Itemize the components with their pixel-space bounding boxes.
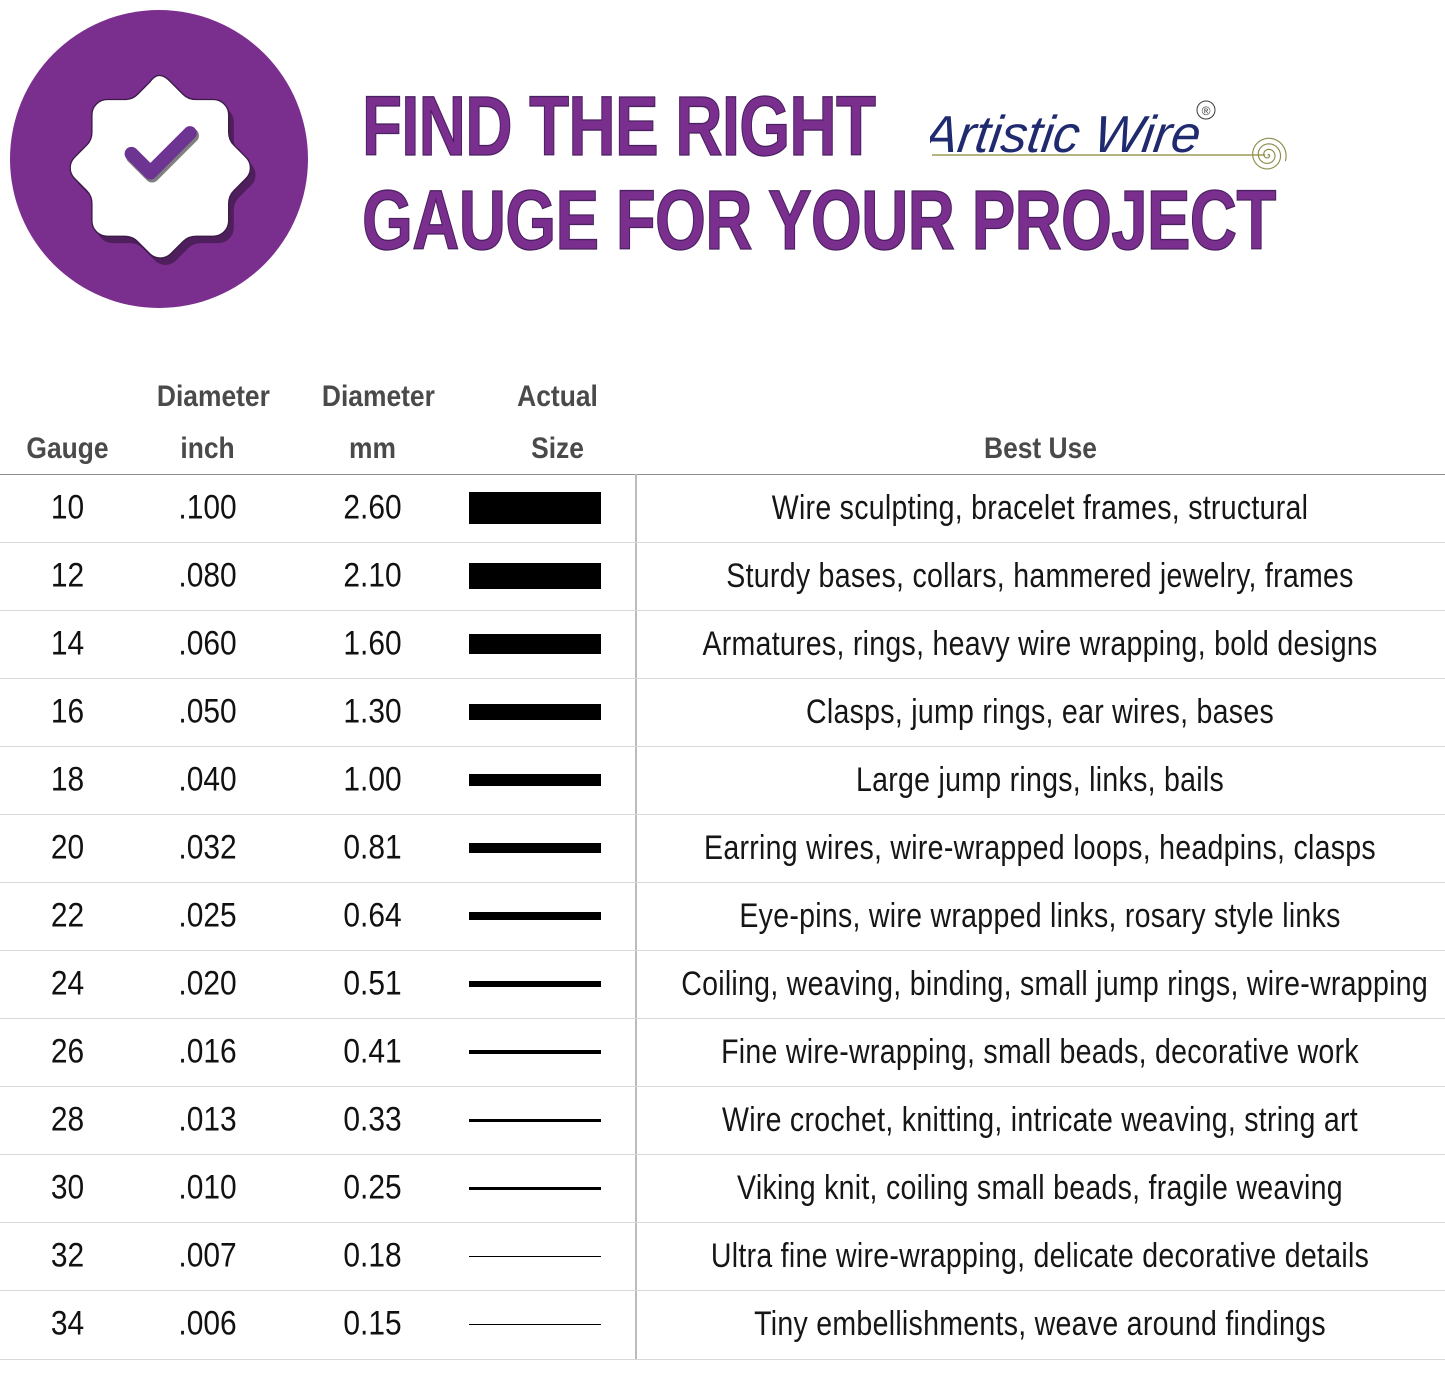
svg-text:®: ® bbox=[1202, 104, 1211, 118]
svg-text:Artistic Wire: Artistic Wire bbox=[930, 106, 1205, 164]
